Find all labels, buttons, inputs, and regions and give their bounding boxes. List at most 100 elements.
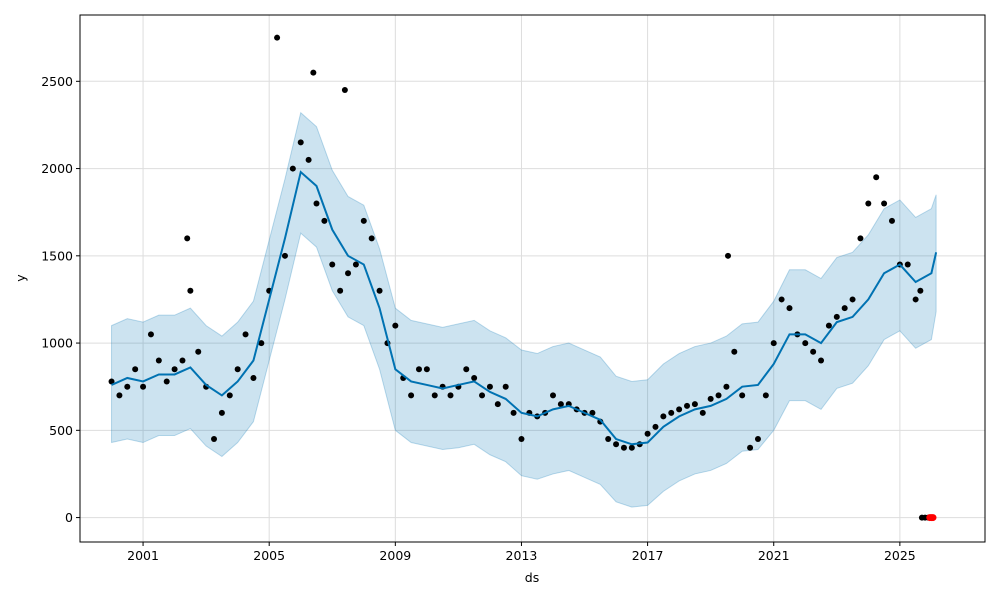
- x-tick-label: 2025: [884, 548, 916, 563]
- observed-point: [589, 409, 596, 416]
- observed-point: [620, 444, 627, 451]
- observed-point: [494, 401, 501, 408]
- observed-point: [447, 392, 454, 399]
- observed-point: [408, 392, 415, 399]
- observed-point: [857, 235, 864, 242]
- observed-point: [108, 378, 115, 385]
- observed-point: [423, 366, 430, 373]
- observed-point: [725, 252, 732, 259]
- observed-point: [360, 217, 367, 224]
- observed-point: [605, 436, 612, 443]
- observed-point: [258, 340, 265, 347]
- observed-point: [116, 392, 123, 399]
- observed-point: [549, 392, 556, 399]
- y-axis: 0 500 1000 1500 2000 2500: [41, 74, 80, 525]
- x-tick-label: 2021: [758, 548, 790, 563]
- observed-point: [289, 165, 296, 172]
- y-tick-label: 1500: [41, 248, 73, 263]
- observed-point: [754, 436, 761, 443]
- observed-point: [341, 87, 348, 94]
- plot-frame: [79, 14, 986, 543]
- observed-point: [865, 200, 872, 207]
- observed-point: [676, 406, 683, 413]
- observed-point: [628, 444, 635, 451]
- observed-point: [463, 366, 470, 373]
- observed-point: [699, 409, 706, 416]
- observed-point: [234, 366, 241, 373]
- observed-point: [392, 322, 399, 329]
- observed-point: [684, 402, 691, 409]
- observed-point: [660, 413, 667, 420]
- y-tick-label: 500: [49, 423, 73, 438]
- observed-point: [140, 383, 147, 390]
- observed-point: [739, 392, 746, 399]
- observed-point: [881, 200, 888, 207]
- observed-point: [691, 401, 698, 408]
- observed-point: [250, 374, 257, 381]
- observed-point: [486, 383, 493, 390]
- observed-point: [195, 348, 202, 355]
- y-tick-label: 2000: [41, 161, 73, 176]
- observed-point: [802, 340, 809, 347]
- observed-point: [187, 287, 194, 294]
- observed-point: [431, 392, 438, 399]
- observed-point: [226, 392, 233, 399]
- x-axis: 2001 2005 2009 2013 2017 2021 2025: [127, 542, 916, 563]
- observed-point: [171, 366, 178, 373]
- observed-point: [652, 423, 659, 430]
- observed-point: [297, 139, 304, 146]
- observed-point: [518, 436, 525, 443]
- observed-point: [274, 34, 281, 41]
- observed-point: [849, 296, 856, 303]
- observed-point: [715, 392, 722, 399]
- observed-point: [723, 383, 730, 390]
- observed-point: [841, 305, 848, 312]
- x-tick-label: 2017: [632, 548, 664, 563]
- observed-point: [904, 261, 911, 268]
- observed-point: [310, 69, 317, 76]
- observed-point: [873, 174, 880, 181]
- observed-point: [242, 331, 249, 338]
- y-axis-label: y: [13, 274, 28, 282]
- observed-point: [305, 156, 312, 163]
- observed-point: [163, 378, 170, 385]
- grid: [80, 15, 985, 542]
- observed-point: [778, 296, 785, 303]
- observed-point: [281, 252, 288, 259]
- x-tick-label: 2013: [506, 548, 538, 563]
- observed-point: [329, 261, 336, 268]
- observed-point: [833, 313, 840, 320]
- observed-point: [345, 270, 352, 277]
- observed-point: [218, 409, 225, 416]
- observed-point: [917, 287, 924, 294]
- observed-point: [368, 235, 375, 242]
- observed-point: [211, 436, 218, 443]
- y-tick-label: 0: [65, 510, 73, 525]
- observed-point: [747, 444, 754, 451]
- observed-point: [471, 374, 478, 381]
- observed-point: [786, 305, 793, 312]
- x-tick-label: 2009: [379, 548, 411, 563]
- observed-point: [479, 392, 486, 399]
- observed-point: [124, 383, 131, 390]
- x-tick-label: 2001: [127, 548, 159, 563]
- observed-point: [313, 200, 320, 207]
- observed-point: [731, 348, 738, 355]
- observed-point: [147, 331, 154, 338]
- y-tick-label: 1000: [41, 336, 73, 351]
- highlighted-point: [929, 514, 937, 522]
- observed-point: [557, 401, 564, 408]
- observed-point: [912, 296, 919, 303]
- observed-point: [762, 392, 769, 399]
- observed-point: [415, 366, 422, 373]
- observed-point: [502, 383, 509, 390]
- observed-point: [321, 217, 328, 224]
- observed-point: [613, 441, 620, 448]
- observed-point: [155, 357, 162, 364]
- observed-point: [668, 409, 675, 416]
- forecast-line: [111, 170, 938, 446]
- observed-point: [376, 287, 383, 294]
- uncertainty-interval: [111, 111, 937, 508]
- observed-point: [179, 357, 186, 364]
